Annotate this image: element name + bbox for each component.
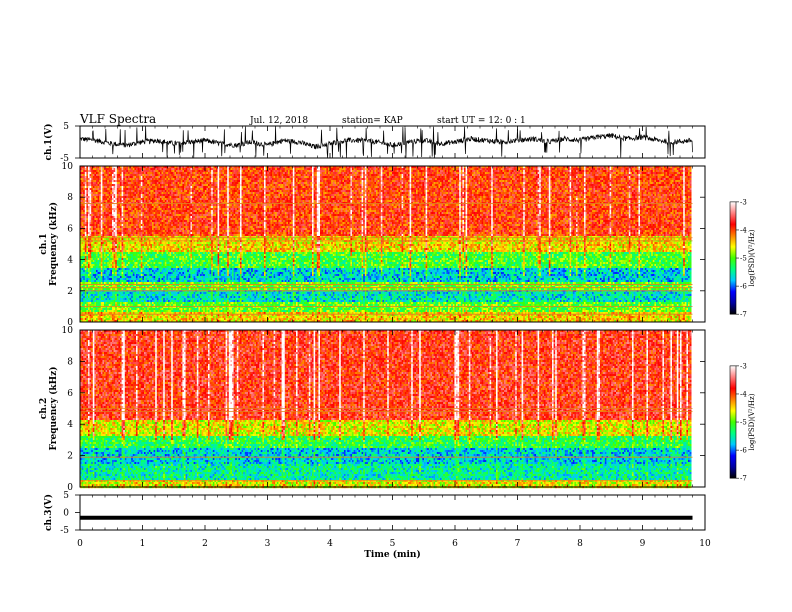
y-tick-label: 6 [67, 224, 73, 234]
ch3-voltage-trace [80, 516, 693, 520]
y-tick-label: 8 [67, 193, 73, 203]
x-axis-label: Time (min) [364, 549, 421, 560]
ch1-voltage-trace [80, 126, 693, 158]
x-tick-label: 3 [265, 539, 271, 549]
y-axis-label: Frequency (kHz) [48, 366, 59, 450]
colorbar-tick-label: -6 [740, 283, 747, 291]
station-label: station= KAP [342, 116, 403, 126]
y-axis-channel-label: ch.1 [39, 233, 49, 254]
ch1-colorbar-gradient [730, 202, 736, 314]
plot-frame [80, 495, 705, 530]
colorbar-tick-label: -6 [740, 447, 747, 455]
spectrogram-cells [80, 330, 692, 488]
x-tick-label: 5 [390, 539, 396, 549]
ch2-colorbar: -3 -4 -5 -6 -7 log(PSD)(V²/Hz) [730, 362, 756, 482]
colorbar-tick-label: -4 [740, 226, 747, 234]
colorbar-tick-label: -3 [740, 198, 747, 206]
y-tick-label: 0 [63, 509, 69, 519]
x-tick-label: 1 [140, 539, 146, 549]
ch2-colorbar-gradient [730, 366, 736, 478]
y-axis-label: ch.3(V) [43, 494, 54, 531]
y-tick-label: 5 [63, 122, 69, 132]
colorbar-tick-label: -7 [740, 475, 747, 483]
y-axis-label: Frequency (kHz) [48, 202, 59, 286]
y-axis-label: ch.1(V) [43, 124, 54, 161]
y-tick-label: 5 [63, 491, 69, 501]
time-axis: 0 1 2 3 4 5 6 7 8 9 10 Time (min) [77, 539, 711, 560]
y-tick-label: 10 [62, 326, 74, 336]
y-tick-label: 10 [62, 162, 74, 172]
date-label: Jul. 12, 2018 [249, 116, 308, 126]
y-tick-label: 4 [67, 256, 73, 266]
x-tick-label: 7 [515, 539, 521, 549]
y-tick-label: 2 [67, 452, 73, 462]
figure-title: VLF Spectra [79, 112, 156, 126]
x-tick-label: 8 [577, 539, 583, 549]
ch3-voltage-panel: 5 0 -5 ch.3(V) [43, 491, 705, 536]
y-tick-label: 4 [67, 420, 73, 430]
y-tick-label: 6 [67, 389, 73, 399]
ch1-voltage-panel: 5-5ch.1(V) [43, 122, 705, 164]
colorbar-label: log(PSD)(V²/Hz) [748, 393, 756, 450]
x-tick-label: 4 [327, 539, 333, 549]
spectrogram-cells [80, 166, 692, 322]
y-tick-label: -5 [60, 526, 69, 536]
colorbar-label: log(PSD)(V²/Hz) [748, 229, 756, 286]
ch1-colorbar: -3 -4 -5 -6 -7 log(PSD)(V²/Hz) [730, 198, 756, 318]
x-tick-label: 6 [452, 539, 458, 549]
colorbar-tick-label: -5 [740, 255, 747, 263]
y-tick-label: 8 [67, 357, 73, 367]
y-tick-label: 2 [67, 287, 73, 297]
colorbar-tick-label: -3 [740, 362, 747, 370]
x-tick-label: 10 [699, 539, 711, 549]
x-tick-label: 0 [77, 539, 83, 549]
y-axis-channel-label: ch.2 [39, 398, 49, 419]
x-tick-label: 9 [640, 539, 646, 549]
x-tick-label: 2 [202, 539, 208, 549]
colorbar-tick-label: -5 [740, 419, 747, 427]
start-time-label: start UT = 12: 0 : 1 [437, 116, 526, 126]
colorbar-tick-label: -4 [740, 390, 747, 398]
colorbar-tick-label: -7 [740, 311, 747, 319]
